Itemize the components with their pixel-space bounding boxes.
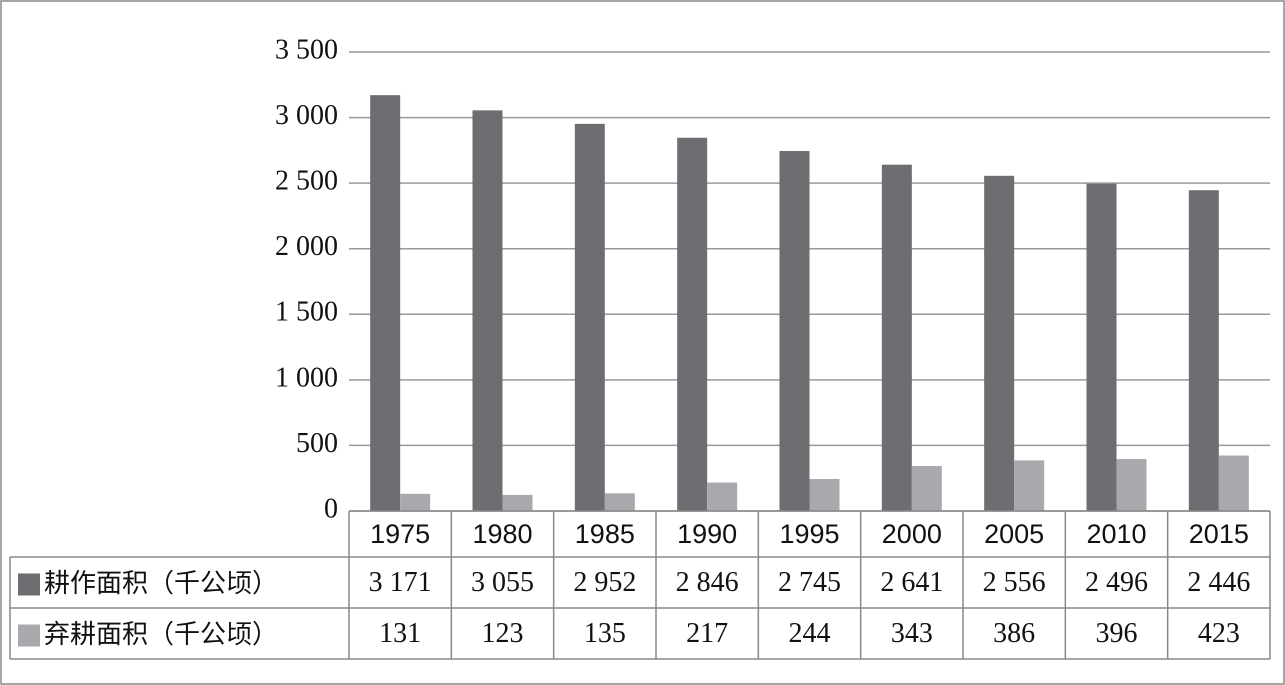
bar (574, 123, 605, 512)
table-value: 386 (993, 618, 1035, 649)
bar (604, 493, 635, 511)
y-tick-label: 2 500 (275, 166, 338, 197)
legend-label: 弃耕面积（千公顷） (44, 620, 278, 650)
x-tick-label: 2010 (1086, 519, 1146, 549)
bar (881, 164, 912, 511)
y-tick-label: 1 000 (275, 362, 338, 393)
y-tick-label: 500 (296, 428, 338, 459)
table-value: 2 952 (573, 567, 636, 598)
legend-swatch (18, 624, 40, 647)
y-tick-label: 3 500 (275, 34, 338, 65)
table-value: 2 745 (778, 567, 841, 598)
bar (400, 493, 431, 511)
x-tick-label: 1985 (575, 519, 635, 549)
table-value: 2 641 (880, 567, 943, 598)
bar (502, 494, 533, 511)
bar (911, 466, 942, 511)
x-tick-label: 2005 (984, 519, 1044, 549)
table-value: 2 446 (1187, 567, 1250, 598)
table-value: 131 (379, 618, 421, 649)
table-value: 135 (584, 618, 626, 649)
table-value: 3 055 (471, 567, 534, 598)
x-tick-label: 1975 (370, 519, 430, 549)
x-tick-label: 1995 (779, 519, 839, 549)
table-value: 396 (1096, 618, 1138, 649)
legend-label: 耕作面积（千公顷） (44, 569, 278, 599)
bar (809, 479, 840, 511)
y-tick-label: 2 000 (275, 231, 338, 262)
bar (1218, 455, 1249, 511)
bar (370, 95, 401, 512)
table-value: 2 846 (676, 567, 739, 598)
y-tick-label: 3 000 (275, 100, 338, 131)
y-tick-label: 1 500 (275, 297, 338, 328)
table-value: 2 496 (1085, 567, 1148, 598)
table-value: 217 (686, 618, 728, 649)
table-value: 3 171 (369, 567, 432, 598)
y-tick-label: 0 (324, 493, 338, 524)
bar (1086, 183, 1117, 512)
table-value: 244 (789, 618, 831, 649)
legend-swatch (18, 573, 40, 596)
bar (984, 175, 1015, 511)
bar (707, 482, 738, 511)
bar (779, 151, 810, 511)
x-tick-label: 2015 (1189, 519, 1249, 549)
table-value: 343 (891, 618, 933, 649)
bar (472, 110, 503, 511)
table-value: 423 (1198, 618, 1240, 649)
x-tick-label: 2000 (882, 519, 942, 549)
table-value: 123 (482, 618, 524, 649)
x-tick-label: 1980 (472, 519, 532, 549)
bar (1188, 190, 1219, 511)
bar (1116, 459, 1147, 511)
bar (677, 137, 708, 511)
bar (1014, 460, 1045, 511)
table-value: 2 556 (983, 567, 1046, 598)
x-tick-label: 1990 (677, 519, 737, 549)
